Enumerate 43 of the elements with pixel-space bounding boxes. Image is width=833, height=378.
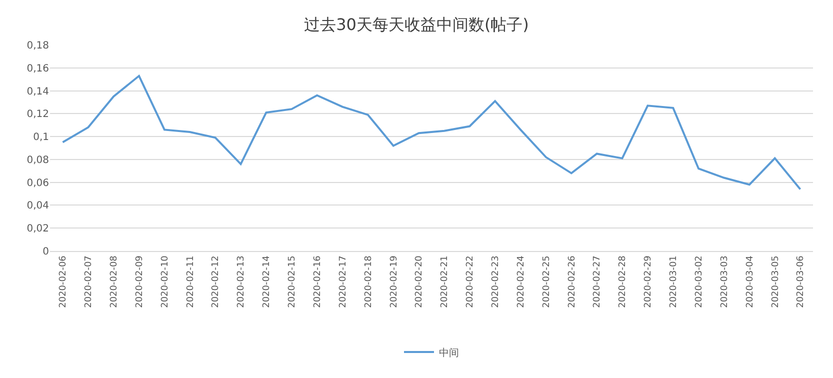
x-tick-label: 2020-02-12: [211, 256, 222, 308]
y-tick-label: 0,18: [26, 40, 49, 52]
x-tick-label: 2020-02-22: [466, 256, 476, 308]
x-tick-label: 2020-02-29: [644, 255, 654, 308]
x-tick-label: 2020-02-13: [236, 256, 247, 308]
y-tick-label: 0,04: [26, 200, 49, 212]
x-tick-label: 2020-02-23: [491, 256, 502, 308]
x-tick-label: 2020-03-05: [770, 256, 781, 308]
y-tick-label: 0,08: [26, 154, 49, 166]
x-tick-label: 2020-02-19: [389, 255, 400, 308]
x-tick-label: 2020-02-20: [414, 255, 425, 308]
y-tick-label: 0,16: [26, 63, 49, 74]
y-tick-label: 0: [42, 246, 49, 258]
y-tick-label: 0,14: [26, 86, 49, 98]
legend-label: 中间: [439, 346, 459, 359]
x-tick-label: 2020-02-10: [160, 255, 170, 308]
x-tick-label: 2020-02-09: [134, 255, 145, 308]
x-tick-label: 2020-02-17: [338, 256, 348, 308]
x-tick-label: 2020-02-14: [262, 255, 272, 308]
y-tick-label: 0,02: [26, 224, 49, 235]
x-tick-label: 2020-02-28: [618, 255, 628, 308]
x-tick-label: 2020-02-27: [592, 256, 603, 308]
x-tick-label: 2020-03-03: [720, 256, 730, 308]
x-tick-label: 2020-02-15: [288, 256, 298, 308]
x-tick-label: 2020-03-01: [669, 256, 680, 308]
y-tick-label: 0,12: [26, 109, 49, 120]
x-tick-label: 2020-02-18: [364, 255, 374, 308]
x-tick-label: 2020-02-07: [84, 256, 94, 308]
line-series: [62, 74, 802, 190]
x-tick-label: 2020-02-11: [186, 256, 196, 308]
x-tick-label: 2020-03-04: [745, 255, 756, 308]
x-tick-label: 2020-02-25: [542, 256, 552, 308]
x-tick-label: 2020-02-26: [567, 255, 578, 308]
x-tick-label: 2020-03-02: [694, 256, 704, 308]
x-tick-label: 2020-02-16: [312, 255, 323, 308]
x-tick-label: 2020-02-21: [440, 256, 450, 308]
x-tick-label: 2020-02-08: [110, 255, 120, 308]
x-tick-label: 2020-02-06: [58, 255, 69, 308]
x-tick-label: 2020-02-24: [516, 255, 526, 308]
y-tick-label: 0,06: [26, 178, 49, 189]
chart-title: 过去30天每天收益中间数(帖子): [304, 15, 529, 34]
x-tick-label: 2020-03-06: [796, 255, 806, 308]
y-tick-label: 0,1: [33, 132, 49, 144]
